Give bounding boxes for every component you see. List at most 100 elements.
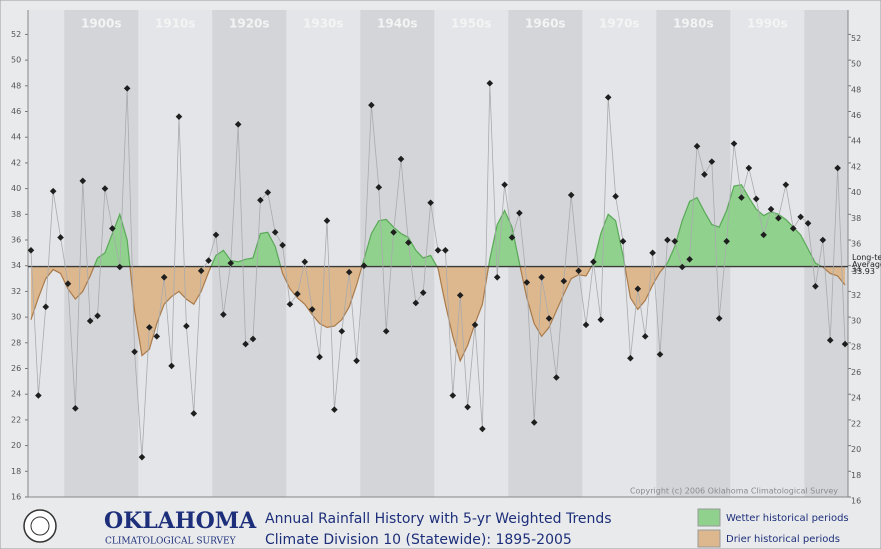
data-point (553, 374, 560, 381)
data-point (434, 246, 442, 254)
logo-badge (23, 509, 57, 543)
data-point (331, 406, 338, 413)
data-point (183, 322, 190, 330)
data-point (419, 289, 427, 296)
y-tick-label-right: 38 (851, 214, 861, 223)
data-point (160, 273, 168, 281)
y-tick-label-right: 32 (851, 291, 861, 300)
y-tick-label-right: 44 (851, 137, 861, 146)
data-point (804, 220, 812, 227)
logo-badge-ring (30, 516, 50, 536)
data-point (471, 321, 479, 329)
data-point (94, 312, 101, 320)
data-point (72, 405, 79, 412)
data-point (486, 79, 494, 87)
data-point (168, 362, 175, 370)
data-point (257, 196, 264, 204)
y-tick-label: 26 (11, 364, 21, 373)
data-point (27, 246, 35, 254)
data-point (205, 257, 212, 264)
y-tick-label-right: 24 (851, 394, 861, 403)
chart-subtitle: Climate Division 10 (Statewide): 1895-20… (265, 532, 572, 548)
data-point (464, 403, 471, 411)
data-point (760, 231, 767, 239)
decade-label: 1950s (451, 17, 492, 31)
data-point (234, 121, 242, 128)
data-point (686, 255, 693, 263)
data-point (812, 282, 819, 290)
y-tick-label-right: 50 (851, 60, 861, 69)
data-point (427, 199, 434, 207)
y-tick-label: 28 (11, 338, 21, 347)
y-tick-label: 40 (11, 184, 21, 193)
data-point (730, 140, 738, 147)
y-tick-label: 48 (11, 81, 21, 90)
y-tick-label-right: 20 (851, 445, 861, 454)
data-point (664, 236, 671, 244)
data-point (449, 392, 457, 399)
data-point (767, 205, 775, 213)
y-tick-label: 16 (11, 493, 21, 502)
logo-name: OKLAHOMA (104, 508, 257, 534)
data-point (782, 181, 790, 189)
data-point (86, 317, 94, 325)
legend-label: Drier historical periods (726, 534, 840, 545)
data-point (153, 333, 161, 340)
data-point (131, 348, 138, 356)
data-point (375, 184, 383, 191)
data-point (501, 181, 508, 189)
data-point (146, 324, 153, 331)
data-point (671, 237, 679, 245)
data-point (197, 267, 205, 275)
data-point (49, 187, 57, 195)
decade-label: 1980s (673, 17, 714, 31)
y-tick-label: 36 (11, 236, 21, 245)
data-point (797, 213, 804, 221)
y-tick-label: 24 (11, 390, 21, 399)
data-point (479, 425, 486, 433)
data-point (538, 273, 545, 281)
data-point (738, 194, 745, 201)
data-point (752, 195, 760, 203)
data-point (523, 279, 531, 286)
data-point (249, 335, 257, 343)
y-tick-label-right: 30 (851, 317, 861, 326)
data-point (604, 94, 612, 101)
data-point (656, 351, 664, 358)
data-point (116, 263, 124, 271)
chart-title: Annual Rainfall History with 5-yr Weight… (265, 511, 612, 527)
legend-swatch (697, 508, 721, 527)
data-point (316, 353, 323, 361)
data-point (775, 214, 782, 222)
y-tick-label-right: 28 (851, 342, 861, 351)
data-point (575, 267, 582, 275)
trend-area (30, 184, 846, 361)
data-point (701, 171, 708, 178)
y-tick-label-right: 48 (851, 85, 861, 94)
data-point (345, 268, 353, 276)
data-point (708, 158, 716, 165)
y-tick-label-right: 22 (851, 419, 861, 428)
data-point (368, 101, 375, 109)
decade-label: 1910s (155, 17, 196, 31)
data-point (227, 259, 235, 267)
data-point (57, 234, 64, 241)
y-tick-label: 50 (11, 56, 21, 65)
y-tick-label-right: 46 (851, 111, 861, 120)
data-point (42, 303, 50, 311)
data-point (582, 321, 590, 329)
y-tick-label: 32 (11, 287, 21, 296)
y-tick-label-right: 18 (851, 471, 861, 480)
data-point (678, 263, 686, 271)
y-tick-label-right: 34 (851, 265, 861, 274)
data-point (220, 311, 227, 318)
data-point (271, 228, 279, 236)
y-tick-label: 34 (11, 261, 21, 270)
data-point (612, 193, 619, 200)
plot-area: 1900s 1910s 1920s 1930s 1940s 1950s 1960s 1970s… (11, 10, 881, 506)
data-point (560, 277, 568, 285)
y-tick-label: 18 (11, 467, 21, 476)
data-point (64, 280, 72, 287)
data-point (493, 273, 501, 281)
data-point (390, 228, 397, 236)
